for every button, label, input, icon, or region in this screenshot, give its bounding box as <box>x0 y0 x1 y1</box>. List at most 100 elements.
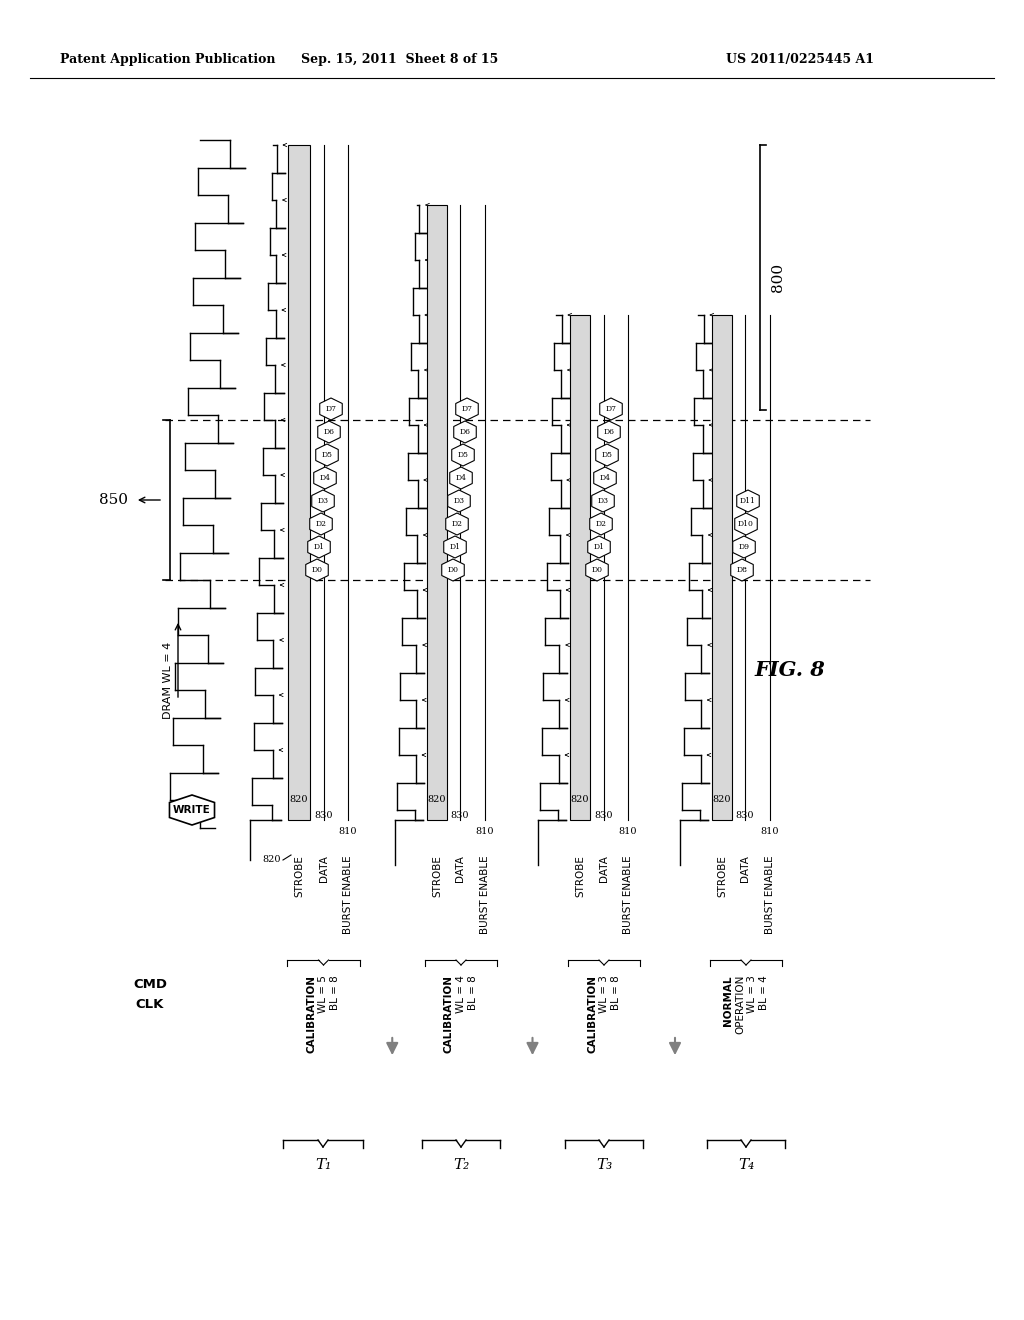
Polygon shape <box>454 421 476 444</box>
Text: BL = 8: BL = 8 <box>468 975 478 1010</box>
Text: BURST ENABLE: BURST ENABLE <box>623 855 633 933</box>
Text: D0: D0 <box>447 566 459 574</box>
Text: CALIBRATION: CALIBRATION <box>306 975 316 1053</box>
Polygon shape <box>596 444 618 466</box>
Polygon shape <box>317 421 340 444</box>
Text: D2: D2 <box>315 520 327 528</box>
Text: 810: 810 <box>761 828 779 837</box>
Text: Patent Application Publication: Patent Application Publication <box>60 54 275 66</box>
Text: FIG. 8: FIG. 8 <box>755 660 825 680</box>
Text: D6: D6 <box>603 428 614 436</box>
Text: 830: 830 <box>314 810 333 820</box>
Polygon shape <box>594 467 616 488</box>
Text: US 2011/0225445 A1: US 2011/0225445 A1 <box>726 54 874 66</box>
Bar <box>427 205 447 820</box>
Polygon shape <box>443 536 466 558</box>
Polygon shape <box>735 513 758 535</box>
Text: OPERATION: OPERATION <box>735 975 745 1035</box>
Text: BL = 8: BL = 8 <box>331 975 341 1010</box>
Polygon shape <box>170 795 214 825</box>
Polygon shape <box>456 399 478 420</box>
Text: WRITE: WRITE <box>173 805 211 814</box>
Polygon shape <box>592 490 614 512</box>
Text: STROBE: STROBE <box>575 855 585 896</box>
Text: WL = 4: WL = 4 <box>456 975 466 1012</box>
Text: 810: 810 <box>618 828 637 837</box>
Text: D11: D11 <box>740 498 756 506</box>
Polygon shape <box>600 399 623 420</box>
Text: D7: D7 <box>605 405 616 413</box>
Polygon shape <box>588 536 610 558</box>
Text: BURST ENABLE: BURST ENABLE <box>765 855 775 933</box>
Text: WL = 5: WL = 5 <box>318 975 329 1012</box>
Text: 820: 820 <box>713 796 731 804</box>
Bar <box>288 145 310 820</box>
Text: D3: D3 <box>317 498 329 506</box>
Text: CALIBRATION: CALIBRATION <box>587 975 597 1053</box>
Text: D0: D0 <box>311 566 323 574</box>
Text: D3: D3 <box>454 498 465 506</box>
Text: D7: D7 <box>462 405 472 413</box>
Text: D3: D3 <box>597 498 608 506</box>
Polygon shape <box>308 536 331 558</box>
Text: D1: D1 <box>450 543 461 550</box>
Text: 820: 820 <box>262 855 281 865</box>
Text: D10: D10 <box>738 520 754 528</box>
Text: DATA: DATA <box>319 855 329 882</box>
Text: D2: D2 <box>596 520 606 528</box>
Text: 810: 810 <box>339 828 357 837</box>
Text: D5: D5 <box>601 451 612 459</box>
Text: 820: 820 <box>428 796 446 804</box>
Text: T₃: T₃ <box>596 1158 612 1172</box>
Text: D5: D5 <box>322 451 333 459</box>
Polygon shape <box>447 490 470 512</box>
Text: CALIBRATION: CALIBRATION <box>444 975 454 1053</box>
Polygon shape <box>598 421 621 444</box>
Polygon shape <box>309 513 332 535</box>
Text: 830: 830 <box>595 810 613 820</box>
Text: CLK: CLK <box>136 998 164 1011</box>
Polygon shape <box>319 399 342 420</box>
Text: D9: D9 <box>738 543 750 550</box>
Text: DATA: DATA <box>455 855 465 882</box>
Polygon shape <box>306 558 329 581</box>
Text: T₁: T₁ <box>314 1158 331 1172</box>
Polygon shape <box>736 490 759 512</box>
Text: 830: 830 <box>736 810 755 820</box>
Text: D4: D4 <box>319 474 331 482</box>
Polygon shape <box>590 513 612 535</box>
Text: D4: D4 <box>599 474 610 482</box>
Text: D1: D1 <box>313 543 325 550</box>
Text: D0: D0 <box>592 566 602 574</box>
Text: BURST ENABLE: BURST ENABLE <box>480 855 490 933</box>
Text: T₂: T₂ <box>453 1158 469 1172</box>
Text: D6: D6 <box>324 428 335 436</box>
Polygon shape <box>450 467 472 488</box>
Text: 800: 800 <box>771 263 785 292</box>
Text: D1: D1 <box>594 543 604 550</box>
Text: D8: D8 <box>736 566 748 574</box>
Polygon shape <box>445 513 468 535</box>
Text: STROBE: STROBE <box>432 855 442 896</box>
Polygon shape <box>313 467 336 488</box>
Text: 850: 850 <box>99 492 128 507</box>
Text: WL = 3: WL = 3 <box>599 975 609 1012</box>
Bar <box>712 315 732 820</box>
Text: D6: D6 <box>460 428 470 436</box>
Text: D7: D7 <box>326 405 337 413</box>
Polygon shape <box>733 536 756 558</box>
Polygon shape <box>452 444 474 466</box>
Polygon shape <box>315 444 338 466</box>
Polygon shape <box>441 558 464 581</box>
Text: DRAM WL = 4: DRAM WL = 4 <box>163 642 173 718</box>
Text: 830: 830 <box>451 810 469 820</box>
Text: BL = 8: BL = 8 <box>611 975 621 1010</box>
Polygon shape <box>731 558 754 581</box>
Text: T₄: T₄ <box>738 1158 754 1172</box>
Text: BL = 4: BL = 4 <box>759 975 769 1010</box>
Text: BURST ENABLE: BURST ENABLE <box>343 855 353 933</box>
Text: D5: D5 <box>458 451 469 459</box>
Text: STROBE: STROBE <box>717 855 727 896</box>
Text: NORMAL: NORMAL <box>723 975 733 1026</box>
Text: D2: D2 <box>452 520 463 528</box>
